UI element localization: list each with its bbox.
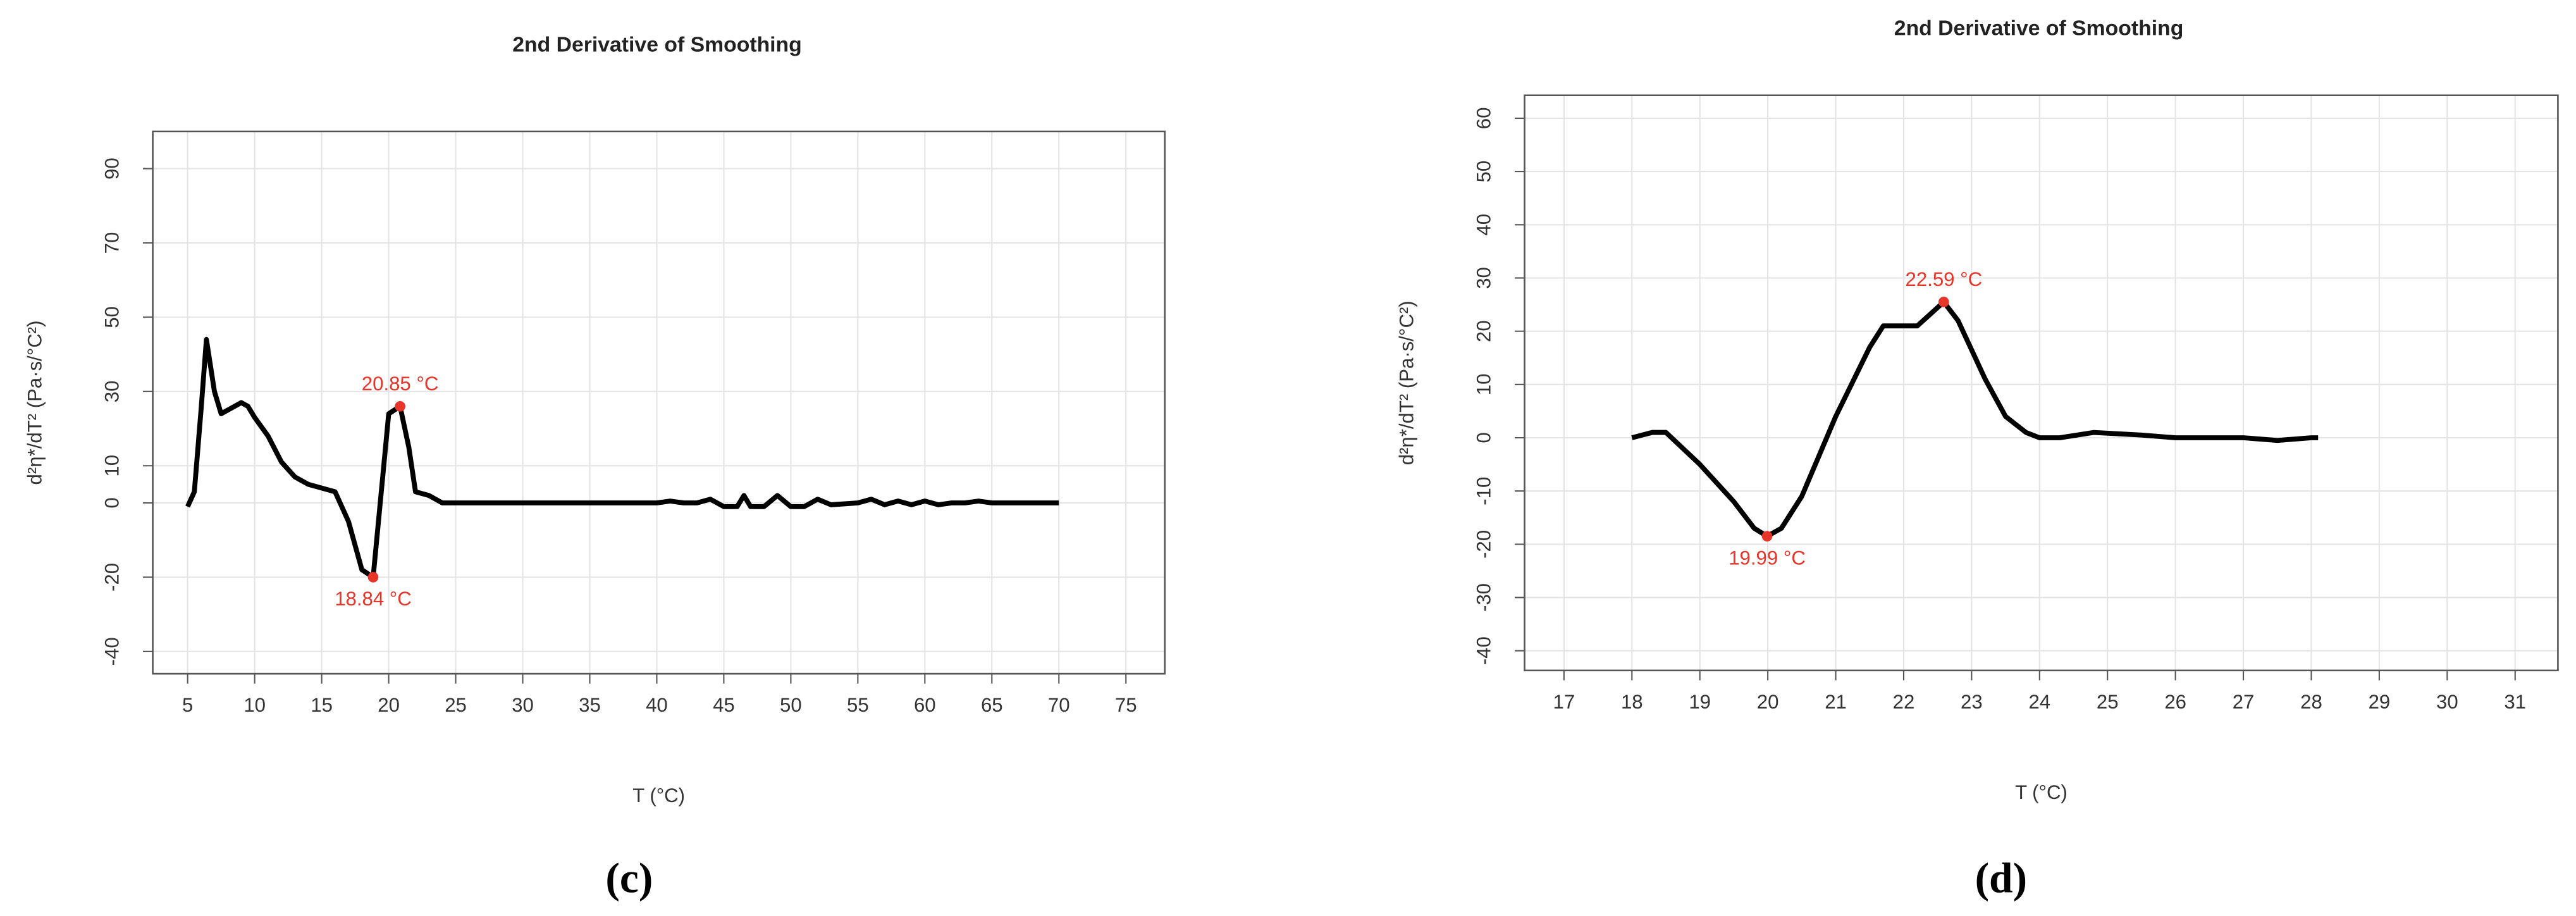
x-tick-label: 20 bbox=[378, 694, 400, 716]
x-tick-label: 45 bbox=[713, 694, 735, 716]
x-tick-label: 50 bbox=[780, 694, 802, 716]
chart-title: 2nd Derivative of Smoothing bbox=[512, 33, 802, 57]
panel-label: (d) bbox=[1975, 854, 2028, 901]
y-tick-label: 50 bbox=[1472, 161, 1494, 183]
x-axis-label: T (°C) bbox=[632, 784, 685, 807]
data-line bbox=[1631, 299, 2319, 539]
panel-label: (c) bbox=[605, 854, 653, 901]
annotation-label: 18.84 °C bbox=[335, 588, 412, 610]
chart-title: 2nd Derivative of Smoothing bbox=[1894, 16, 2184, 40]
x-tick-label: 28 bbox=[2300, 691, 2322, 713]
x-tick-label: 55 bbox=[847, 694, 869, 716]
x-tick-label: 26 bbox=[2164, 691, 2186, 713]
x-tick-label: 35 bbox=[579, 694, 601, 716]
x-tick-label: 25 bbox=[2097, 691, 2119, 713]
y-tick-label: 90 bbox=[101, 158, 123, 180]
y-tick-label: 10 bbox=[101, 455, 123, 477]
y-tick-label: -20 bbox=[1472, 530, 1494, 559]
x-tick-label: 27 bbox=[2233, 691, 2255, 713]
plot-frame bbox=[1524, 94, 2559, 672]
x-tick-label: 22 bbox=[1893, 691, 1915, 713]
y-tick-label: -20 bbox=[101, 563, 123, 591]
y-tick-label: -30 bbox=[1472, 583, 1494, 612]
plot-frame bbox=[152, 130, 1166, 675]
y-tick-label: 30 bbox=[1472, 267, 1494, 289]
x-tick-label: 23 bbox=[1961, 691, 1983, 713]
y-tick-label: 40 bbox=[1472, 214, 1494, 236]
y-tick-label: -40 bbox=[101, 637, 123, 665]
data-line bbox=[185, 337, 1059, 580]
x-tick-label: 21 bbox=[1825, 691, 1847, 713]
x-tick-label: 17 bbox=[1553, 691, 1575, 713]
y-tick-label: 0 bbox=[1472, 432, 1494, 443]
y-tick-label: 20 bbox=[1472, 320, 1494, 342]
x-tick-label: 30 bbox=[2436, 691, 2458, 713]
x-tick-label: 29 bbox=[2369, 691, 2391, 713]
annotation-label: 20.85 °C bbox=[362, 373, 439, 395]
x-tick-label: 24 bbox=[2028, 691, 2050, 713]
y-tick-label: 50 bbox=[101, 306, 123, 328]
x-tick-label: 25 bbox=[445, 694, 467, 716]
x-tick-label: 10 bbox=[243, 694, 266, 716]
x-tick-label: 70 bbox=[1048, 694, 1070, 716]
y-tick-label: 60 bbox=[1472, 108, 1494, 130]
annotation-point bbox=[1938, 297, 1949, 307]
annotation-point bbox=[1761, 531, 1773, 542]
x-tick-label: 20 bbox=[1757, 691, 1779, 713]
x-tick-label: 18 bbox=[1621, 691, 1643, 713]
x-tick-label: 31 bbox=[2504, 691, 2526, 713]
x-tick-label: 30 bbox=[512, 694, 534, 716]
x-tick-label: 60 bbox=[914, 694, 936, 716]
annotation-point bbox=[367, 572, 379, 583]
x-tick-label: 40 bbox=[646, 694, 668, 716]
y-tick-label: 70 bbox=[101, 232, 123, 254]
y-tick-label: -40 bbox=[1472, 636, 1494, 665]
x-tick-label: 5 bbox=[182, 694, 193, 716]
y-tick-label: 10 bbox=[1472, 373, 1494, 395]
x-tick-label: 75 bbox=[1115, 694, 1137, 716]
x-tick-label: 19 bbox=[1689, 691, 1711, 713]
x-tick-label: 15 bbox=[311, 694, 333, 716]
y-tick-label: 30 bbox=[101, 381, 123, 403]
annotation-label: 19.99 °C bbox=[1729, 547, 1806, 569]
y-tick-label: -10 bbox=[1472, 477, 1494, 505]
y-axis-label: d²η*/dT² (Pa·s/°C²) bbox=[23, 320, 46, 485]
y-tick-label: 0 bbox=[101, 497, 123, 508]
annotation-point bbox=[395, 401, 405, 412]
x-axis-label: T (°C) bbox=[2015, 781, 2068, 803]
y-axis-label: d²η*/dT² (Pa·s/°C²) bbox=[1395, 300, 1417, 465]
x-tick-label: 65 bbox=[981, 694, 1003, 716]
annotation-label: 22.59 °C bbox=[1906, 268, 1983, 290]
